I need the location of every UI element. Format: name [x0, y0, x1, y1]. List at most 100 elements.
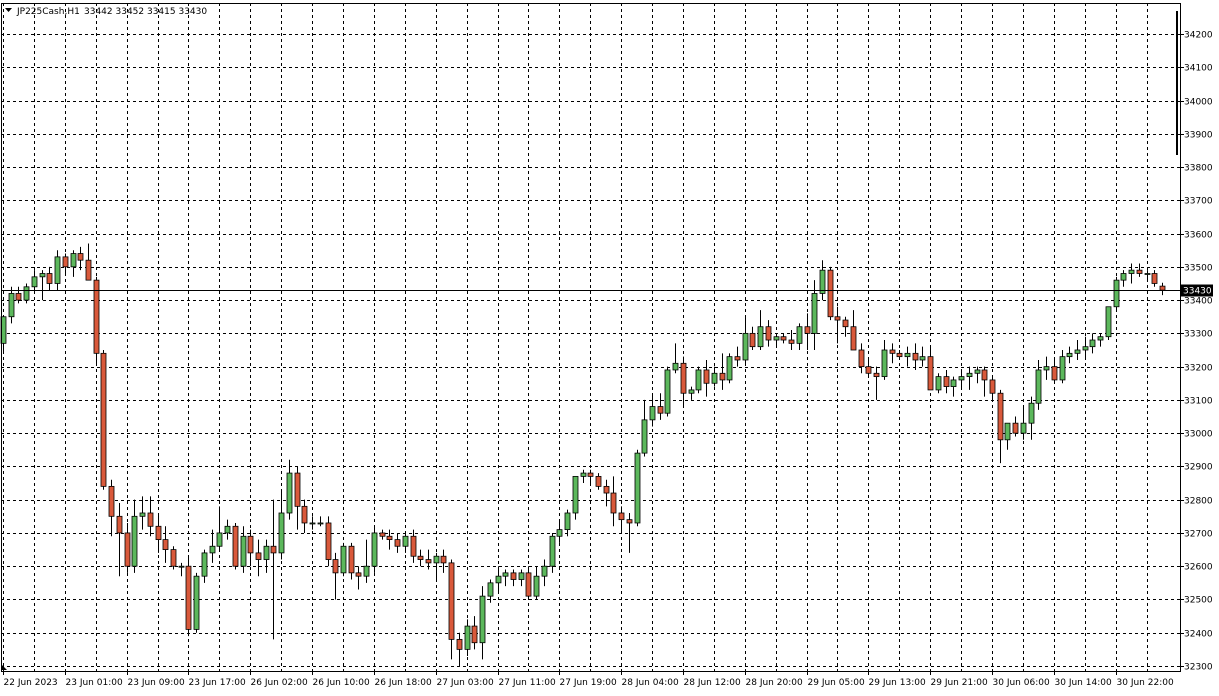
candle: [703, 359, 710, 397]
candle-body-bull: [1113, 279, 1120, 308]
candle-body-bull: [549, 535, 556, 567]
candle: [695, 366, 702, 394]
candle: [865, 359, 872, 377]
candle: [348, 542, 355, 580]
candle: [162, 526, 169, 563]
candle-body-bear: [410, 535, 417, 557]
x-tick-label: 26 Jun 02:00: [251, 678, 308, 688]
candle-body-bull: [950, 379, 957, 387]
candle-body-bull: [757, 326, 764, 348]
candle: [178, 562, 185, 577]
candle-body-bear: [85, 259, 92, 281]
candle-body-bull: [363, 565, 370, 577]
candle-body-bear: [788, 339, 795, 344]
candle-body-bull: [31, 276, 38, 288]
candle: [100, 350, 107, 490]
candle-body-bull: [695, 369, 702, 391]
candle-body-bear: [626, 519, 633, 524]
candle: [1028, 396, 1035, 440]
candle-body-bull: [664, 369, 671, 414]
candle-body-bull: [1128, 269, 1135, 274]
y-tick-label: 33200: [1184, 364, 1213, 374]
candle: [85, 243, 92, 281]
y-tick-label: 33000: [1184, 430, 1213, 440]
candle: [610, 476, 617, 527]
candle: [626, 512, 633, 553]
candle: [1035, 359, 1042, 410]
candle-body-bull: [1074, 349, 1081, 354]
candle-body-bull: [572, 475, 579, 514]
candle-body-bull: [433, 555, 440, 564]
candle-body-bull: [819, 269, 826, 294]
candle-body-bull: [224, 525, 231, 534]
candle: [757, 310, 764, 350]
candle: [943, 369, 950, 394]
symbol-label: JP225Cash,H1: [16, 7, 80, 17]
candle-body-bear: [719, 372, 726, 381]
candle-body-bull: [541, 565, 548, 577]
candle-body-bear: [734, 356, 741, 361]
candle: [456, 632, 463, 666]
candle-body-bull: [39, 273, 46, 278]
candle: [193, 572, 200, 633]
candle: [1097, 333, 1104, 347]
candle: [1012, 416, 1019, 437]
candle-body-bull: [131, 515, 138, 567]
candle: [834, 306, 841, 344]
candle: [1059, 350, 1066, 384]
candle: [680, 356, 687, 407]
y-tick-label: 32800: [1184, 497, 1213, 507]
candle-body-bull: [278, 512, 285, 554]
candle-body-bear: [147, 512, 154, 527]
candle-body-bear: [989, 379, 996, 394]
candle-body-bear: [77, 253, 84, 261]
candle: [950, 376, 957, 397]
candle-body-bear: [943, 376, 950, 387]
candle: [518, 569, 525, 587]
y-tick-label: 34200: [1184, 31, 1213, 41]
candle: [232, 522, 239, 570]
candle: [541, 559, 548, 587]
candle: [719, 353, 726, 390]
candle: [417, 549, 424, 567]
candle-body-bull: [193, 575, 200, 630]
candle: [155, 512, 162, 553]
candle-body-bull: [641, 419, 648, 454]
candle-body-bear: [440, 555, 447, 564]
candle-body-bull: [1043, 366, 1050, 371]
y-tick-label: 34100: [1184, 64, 1213, 74]
candle: [572, 475, 579, 520]
y-tick-label: 33900: [1184, 131, 1213, 141]
candle: [997, 389, 1004, 464]
candle: [811, 280, 818, 350]
candle: [1159, 282, 1166, 296]
candle-body-bull: [201, 552, 208, 577]
candle-body-bear: [842, 319, 849, 328]
candle-body-bear: [510, 572, 517, 580]
candle-body-bull: [178, 565, 185, 568]
candle-body-bear: [456, 638, 463, 650]
candle-body-bear: [162, 539, 169, 550]
triangle-down-icon[interactable]: [5, 8, 12, 12]
y-tick-label: 32300: [1184, 663, 1213, 673]
candle-body-bull: [533, 575, 540, 597]
candle: [765, 320, 772, 347]
candle: [580, 469, 587, 484]
y-tick-label: 33700: [1184, 197, 1213, 207]
candle: [31, 270, 38, 294]
candle-body-bear: [1012, 422, 1019, 434]
candle: [742, 316, 749, 364]
candle-body-bear: [1159, 285, 1166, 291]
y-tick-label: 33600: [1184, 231, 1213, 241]
candle-body-bear: [1051, 366, 1058, 381]
candle-body-bull: [556, 529, 563, 537]
candle-body-bear: [46, 273, 53, 284]
candle: [966, 366, 973, 390]
candle-body-bear: [997, 392, 1004, 441]
candle-body-bear: [780, 336, 787, 341]
candle-body-bull: [1097, 336, 1104, 341]
current-price-line: 33430: [1, 284, 1213, 297]
candle: [1082, 336, 1089, 360]
candle: [116, 503, 123, 577]
